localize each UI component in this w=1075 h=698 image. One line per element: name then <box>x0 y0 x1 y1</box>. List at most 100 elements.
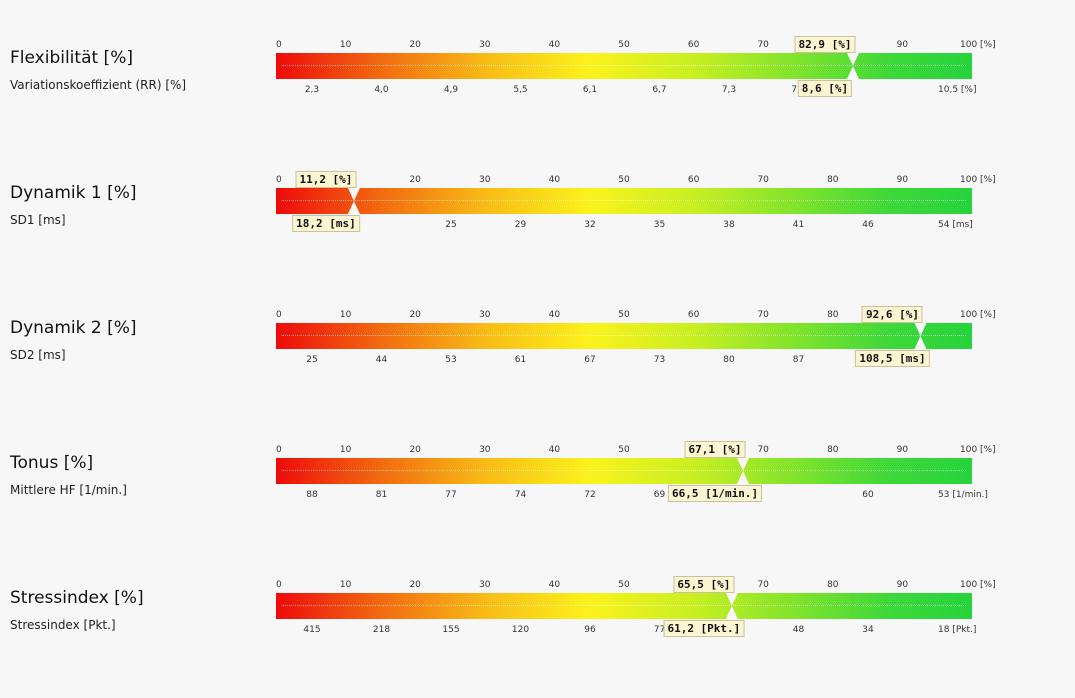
percent-tick-label: 100 [%] <box>960 580 996 590</box>
percent-tick-label: 90 <box>896 580 909 590</box>
gauge-dotted-line <box>282 605 966 607</box>
percent-tick-label: 70 <box>757 40 769 50</box>
gradient-gauge-bar <box>276 593 972 619</box>
gauge-dotted-line <box>282 200 966 202</box>
measure-tick-label: 29 <box>514 220 527 230</box>
gauge-scale: 0102030405060708090100 [%]41521815512096… <box>276 576 996 640</box>
percent-tick-label: 60 <box>687 175 700 185</box>
measure-tick-label: 35 <box>653 220 666 230</box>
measure-tick-label: 77 <box>445 490 457 500</box>
gradient-gauge-bar <box>276 53 972 79</box>
percent-tick-label: 80 <box>827 310 839 320</box>
percent-tick-label: 90 <box>896 40 909 50</box>
percent-tick-label: 50 <box>618 580 630 590</box>
percent-tick-label: 0 <box>276 175 282 185</box>
percent-tick-label: 30 <box>479 175 491 185</box>
measure-tick-label: 67 <box>584 355 596 365</box>
percent-tick-label: 70 <box>757 310 769 320</box>
measure-tick-label: 77 <box>653 625 666 635</box>
gradient-gauge-bar <box>276 458 972 484</box>
percent-value-marker: 67,1 [%] <box>684 441 746 458</box>
measure-value-marker: 61,2 [Pkt.] <box>663 620 745 637</box>
measure-value-marker: 108,5 [ms] <box>855 350 930 367</box>
measure-tick-label: 120 <box>511 625 530 635</box>
percent-tick-label: 50 <box>618 310 630 320</box>
measure-tick-label: 48 <box>792 625 805 635</box>
percent-tick-label: 90 <box>896 445 909 455</box>
gauge-scale: 0102030405060708090100 [%]25445361677380… <box>276 306 996 370</box>
measure-tick-label: 44 <box>375 355 388 365</box>
percent-value-marker: 11,2 [%] <box>295 171 357 188</box>
measure-tick-label: 41 <box>792 220 805 230</box>
measure-tick-label: 73 <box>653 355 666 365</box>
percent-tick-label: 100 [%] <box>960 175 996 185</box>
metric-row: Tonus [%] Mittlere HF [1/min.] 0 10 20 30 40 50… <box>0 441 1075 563</box>
percent-value-marker: 82,9 [%] <box>794 36 856 53</box>
percent-tick-label: 20 <box>409 580 421 590</box>
percent-tick-label: 0 <box>276 445 282 455</box>
percent-tick-label: 10 <box>339 580 352 590</box>
percent-tick-label: 20 <box>409 310 421 320</box>
measure-tick-label: 46 <box>862 220 874 230</box>
percent-tick-label: 20 <box>409 175 421 185</box>
measure-tick-label: 18 [Pkt.] <box>938 625 977 635</box>
measure-tick-label: 2,3 <box>304 85 320 95</box>
measure-tick-label: 25 <box>306 355 318 365</box>
measure-tick-label: 69 <box>653 490 666 500</box>
metric-title: Flexibilität [%] <box>10 48 133 68</box>
percent-tick-label: 80 <box>827 175 839 185</box>
measure-tick-label: 5,5 <box>513 85 528 95</box>
measure-tick-label: 72 <box>584 490 596 500</box>
measure-tick-label: 218 <box>372 625 391 635</box>
percent-tick-label: 50 <box>618 40 630 50</box>
gauge-scale: 0102030405060708090100 [%]2,34,04,95,56,… <box>276 36 996 100</box>
percent-tick-label: 80 <box>827 580 839 590</box>
gradient-gauge-bar <box>276 323 972 349</box>
percent-value-marker: 65,5 [%] <box>673 576 735 593</box>
percent-tick-label: 100 [%] <box>960 40 996 50</box>
gauge-dotted-line <box>282 335 966 337</box>
percent-tick-label: 20 <box>409 445 421 455</box>
percent-tick-label: 100 [%] <box>960 445 996 455</box>
measure-value-marker: 8,6 [%] <box>797 80 853 97</box>
measure-tick-label: 7,3 <box>721 85 737 95</box>
measure-tick-label: 32 <box>584 220 596 230</box>
percent-tick-label: 30 <box>479 40 491 50</box>
percent-tick-label: 30 <box>479 445 491 455</box>
measure-tick-label: 96 <box>584 625 596 635</box>
metric-title: Stressindex [%] <box>10 588 144 608</box>
metric-title: Dynamik 1 [%] <box>10 183 137 203</box>
metric-row: Flexibilität [%] Variationskoeffizient (R… <box>0 36 1075 158</box>
percent-tick-label: 10 <box>339 445 352 455</box>
measure-tick-label: 155 <box>442 625 460 635</box>
percent-tick-label: 10 <box>339 310 352 320</box>
percent-tick-label: 0 <box>276 310 282 320</box>
gauge-dotted-line <box>282 470 966 472</box>
measure-tick-label: 4,9 <box>443 85 459 95</box>
measure-tick-label: 10,5 [%] <box>938 85 977 95</box>
measure-tick-label: 6,7 <box>652 85 667 95</box>
measure-tick-label: 80 <box>723 355 735 365</box>
percent-tick-label: 0 <box>276 40 282 50</box>
percent-tick-label: 30 <box>479 310 491 320</box>
percent-tick-label: 50 <box>618 175 630 185</box>
gauge-dotted-line <box>282 65 966 67</box>
percent-tick-label: 60 <box>687 310 700 320</box>
percent-tick-label: 60 <box>687 40 700 50</box>
metric-row: Dynamik 1 [%]SD1 [ms]0102030405060708090… <box>0 171 1075 293</box>
metric-title: Tonus [%] <box>10 453 94 473</box>
metric-subtitle: SD1 [ms] <box>10 213 66 227</box>
measure-tick-label: 4,0 <box>374 85 389 95</box>
percent-tick-label: 100 [%] <box>960 310 996 320</box>
measure-tick-label: 38 <box>723 220 735 230</box>
measure-tick-label: 60 <box>862 490 874 500</box>
metric-subtitle: Mittlere HF [1/min.] <box>10 483 127 497</box>
percent-value-marker: 92,6 [%] <box>861 306 923 323</box>
metric-title: Dynamik 2 [%] <box>10 318 137 338</box>
percent-tick-label: 70 <box>757 580 769 590</box>
metric-row: Stressindex [%] Stressindex [Pkt.] 0 10 20 30… <box>0 576 1075 698</box>
percent-tick-label: 40 <box>548 580 561 590</box>
measure-tick-label: 25 <box>445 220 457 230</box>
percent-tick-label: 20 <box>409 40 421 50</box>
metric-row: Dynamik 2 [%]SD2 [ms]0102030405060708090… <box>0 306 1075 428</box>
